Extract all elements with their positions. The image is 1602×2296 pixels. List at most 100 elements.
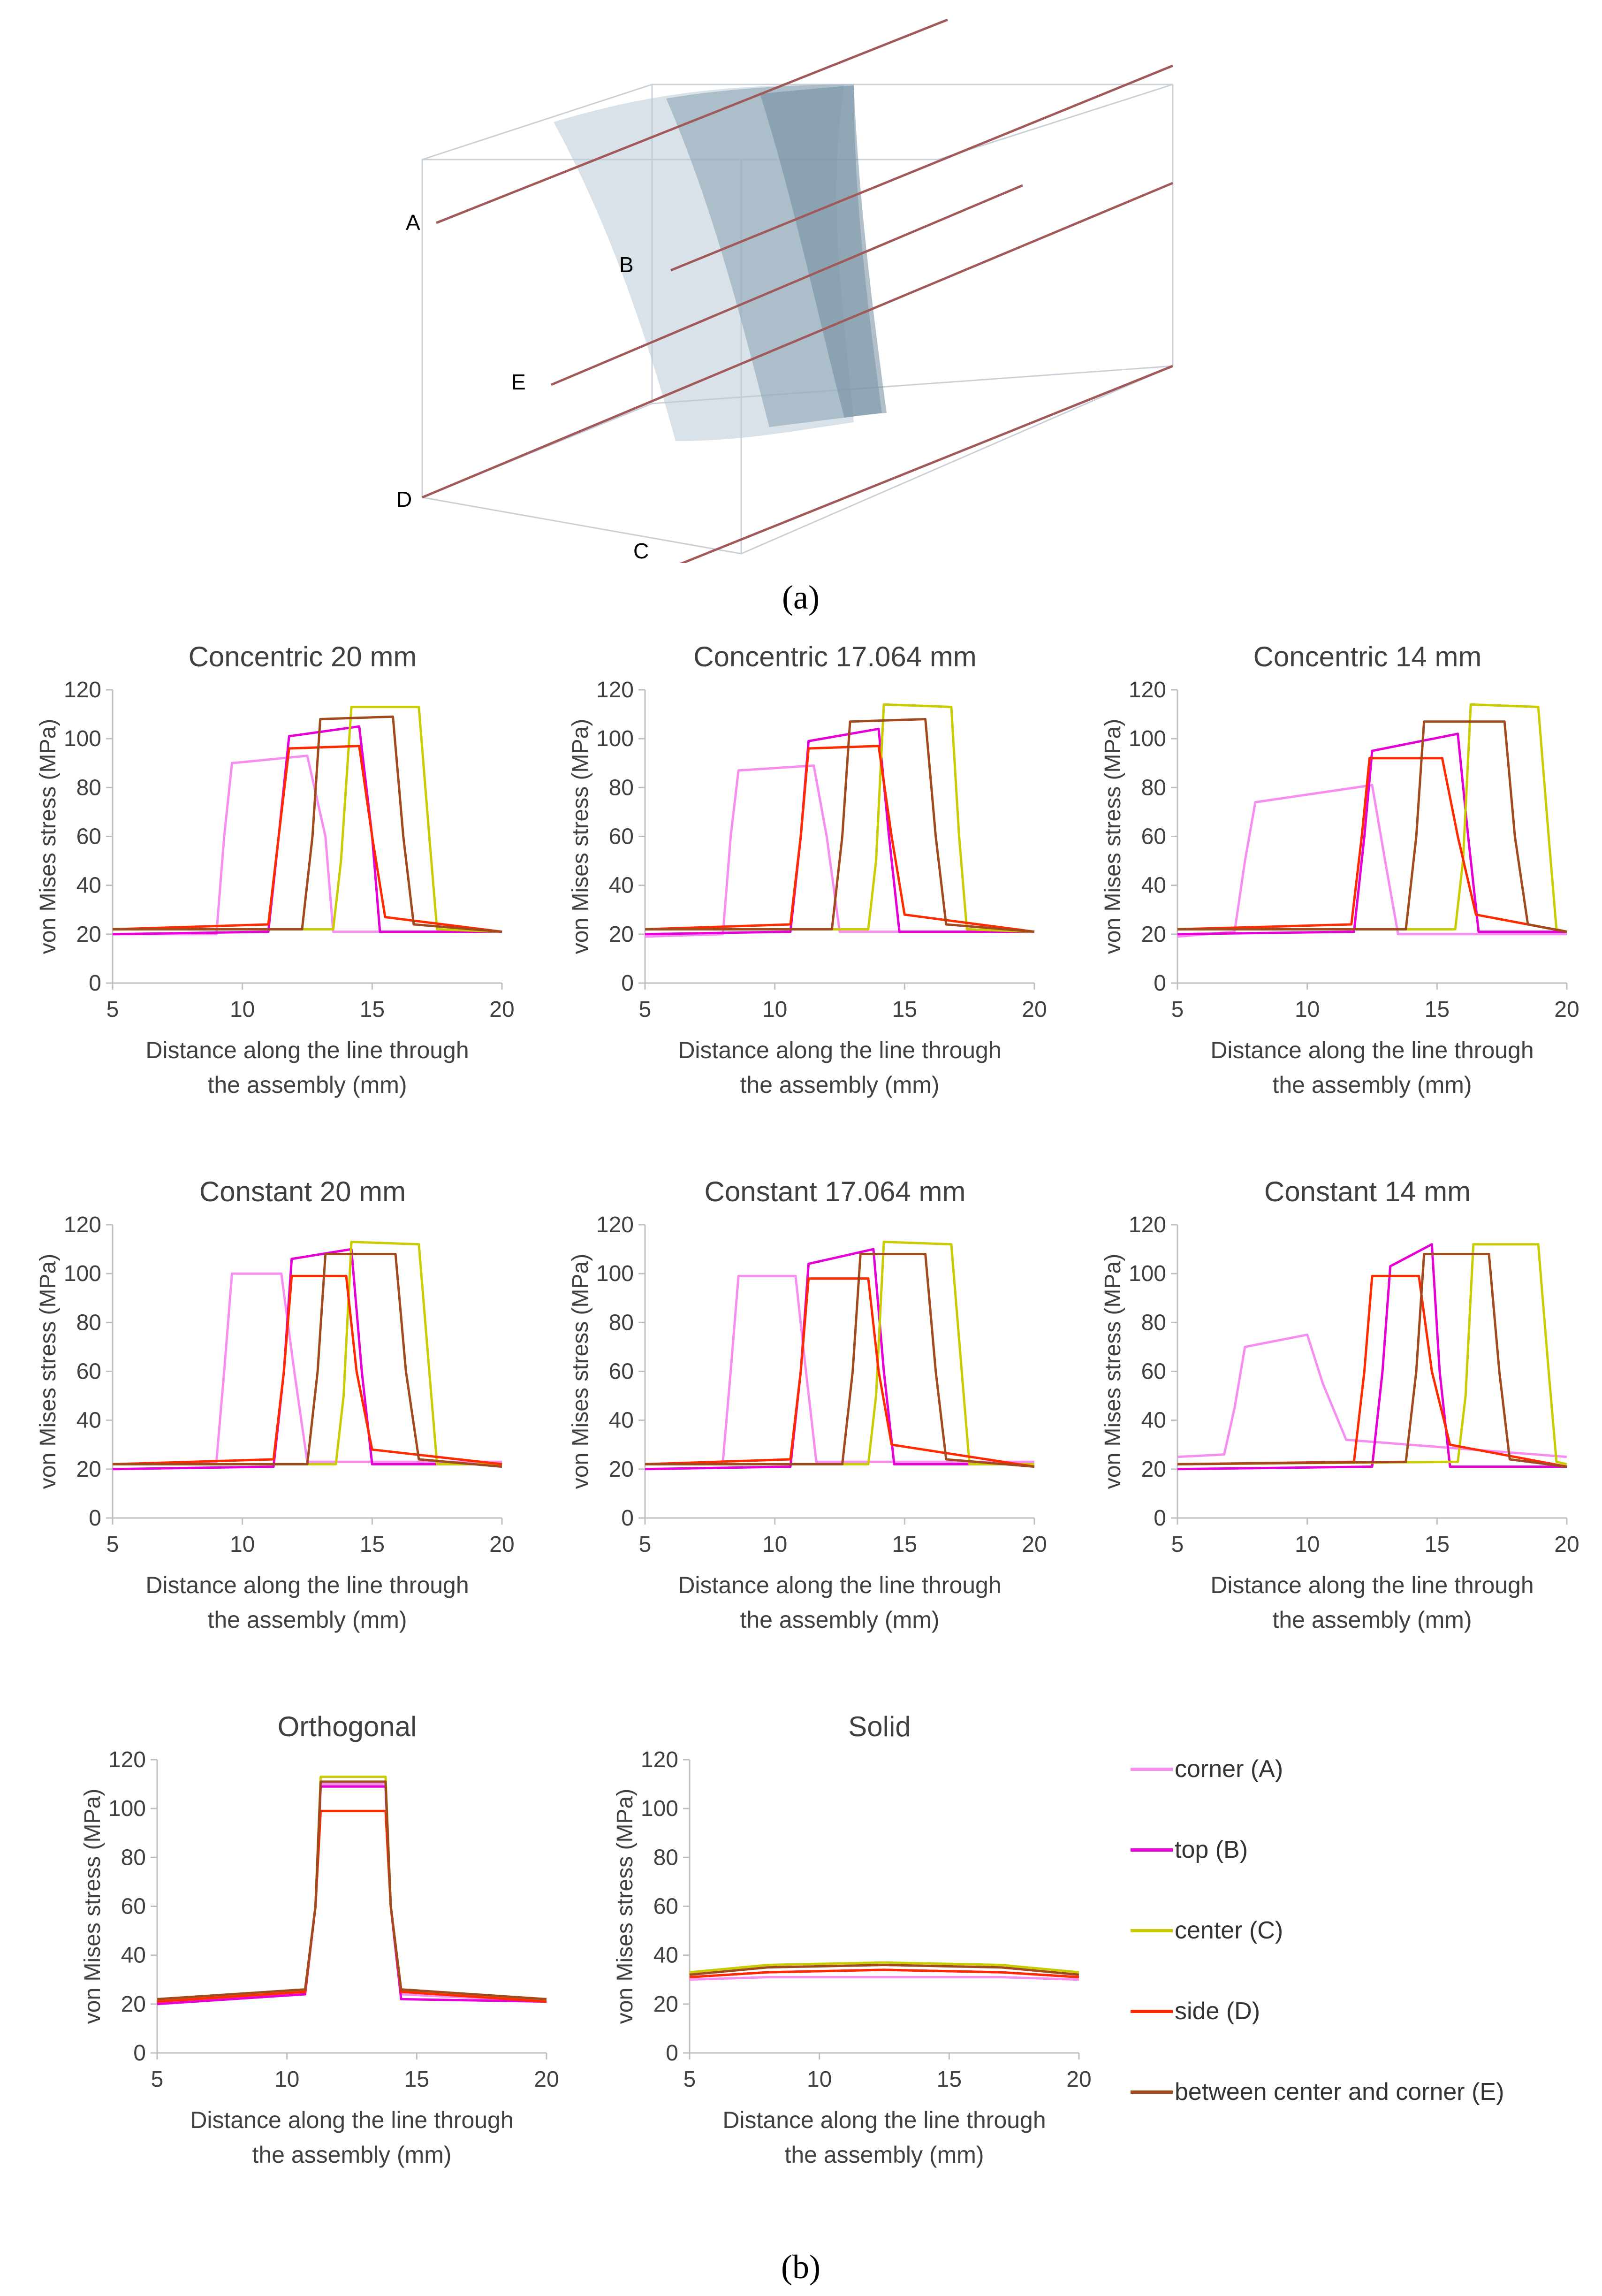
series-line-corner-a <box>1177 1333 1567 1458</box>
y-tick-label: 120 <box>641 1747 678 1772</box>
x-tick-label: 10 <box>1295 1532 1320 1557</box>
assembly-diagram: A B E D C <box>396 18 1174 563</box>
y-tick-label: 40 <box>609 1408 634 1433</box>
x-axis-label-line: Distance along the line through <box>678 1572 1001 1598</box>
chart-title-constant-17-064-mm: Constant 17.064 mm <box>705 1176 966 1207</box>
x-axis-label: Distance along the line through the assem… <box>190 2107 513 2168</box>
x-axis-label-line: Distance along the line through <box>1210 1037 1534 1063</box>
x-axis-label: Distance along the line through the assem… <box>1210 1572 1534 1633</box>
chart-concentric-14: Concentric 14 mm 0 20 40 60 80 100 120 5 10 15 20 Di… <box>1101 641 1579 1098</box>
chart-title-constant-14-mm: Constant 14 mm <box>1264 1176 1471 1207</box>
y-tick-label: 0 <box>666 2041 678 2066</box>
y-axis-label: von Mises stress (MPa) <box>568 719 593 954</box>
y-tick-label: 120 <box>596 1213 634 1237</box>
y-tick-label: 20 <box>653 1992 678 2017</box>
x-tick-label: 20 <box>489 1532 514 1557</box>
series-line-between-center-and-corner-e <box>113 1253 502 1468</box>
chart-constant-20: Constant 20 mm 0 20 40 60 80 100 120 5 10 15 20 Dist… <box>36 1176 515 1633</box>
x-tick-label: 15 <box>892 1532 917 1557</box>
series-line-between-center-and-corner-e <box>689 1964 1079 1976</box>
legend-swatch-top <box>1131 1848 1173 1852</box>
series-line-side-d <box>645 745 1035 933</box>
y-tick-label: 100 <box>1129 726 1166 751</box>
x-tick-label: 10 <box>1295 997 1320 1022</box>
point-label-b: B <box>619 252 634 277</box>
y-tick-label: 20 <box>76 922 101 947</box>
x-tick-label: 20 <box>1554 997 1579 1022</box>
y-tick-label: 0 <box>133 2041 146 2066</box>
legend-label-top: top (B) <box>1175 1836 1248 1863</box>
x-axis-label-line: the assembly (mm) <box>1272 1072 1472 1098</box>
series-line-corner-a <box>689 1976 1079 1981</box>
legend-item-between: between center and corner (E) <box>1131 2078 1504 2106</box>
y-tick-label: 120 <box>108 1747 146 1772</box>
legend-item-center: center (C) <box>1131 1916 1283 1945</box>
y-tick-label: 120 <box>1129 678 1166 702</box>
x-axis-label-line: the assembly (mm) <box>207 1072 407 1098</box>
x-tick-label: 20 <box>534 2067 559 2092</box>
series-line-side-d <box>645 1277 1035 1468</box>
x-axis-label: Distance along the line through the assem… <box>678 1037 1001 1098</box>
x-axis-label-line: the assembly (mm) <box>207 1607 407 1633</box>
panel-label-b: (b) <box>781 2248 820 2286</box>
point-label-a: A <box>406 210 420 235</box>
chart-title-concentric-20-mm: Concentric 20 mm <box>189 641 417 672</box>
x-tick-label: 20 <box>1022 1532 1047 1557</box>
chart-title-solid: Solid <box>848 1711 911 1742</box>
x-tick-label: 10 <box>762 997 787 1022</box>
y-tick-label: 60 <box>1141 1359 1166 1384</box>
series-line-corner-a <box>645 764 1034 938</box>
y-tick-label: 40 <box>76 1408 101 1433</box>
series-line-top-b <box>645 1248 1034 1471</box>
legend-label-side: side (D) <box>1175 1998 1260 2025</box>
chart-title-orthogonal: Orthogonal <box>278 1711 417 1742</box>
y-tick-label: 0 <box>89 971 101 996</box>
x-axis-label-line: Distance along the line through <box>145 1037 469 1063</box>
legend-swatch-center <box>1131 1929 1173 1932</box>
x-tick-label: 20 <box>1554 1532 1579 1557</box>
series-line-corner-a <box>157 1783 547 2003</box>
series-line-side-d <box>689 1968 1079 1978</box>
x-tick-label: 10 <box>807 2067 832 2092</box>
y-tick-label: 100 <box>108 1796 146 1821</box>
x-axis-label-line: Distance along the line through <box>190 2107 513 2133</box>
panel-label-a: (a) <box>782 579 820 616</box>
x-tick-label: 15 <box>360 997 385 1022</box>
series-line-corner-a <box>112 1272 502 1465</box>
y-tick-label: 120 <box>1129 1213 1166 1237</box>
x-axis-label-line: the assembly (mm) <box>1272 1607 1472 1633</box>
y-tick-label: 40 <box>609 873 634 898</box>
lattice-structure <box>554 84 887 441</box>
x-tick-label: 20 <box>489 997 514 1022</box>
series-line-between-center-and-corner-e <box>645 1253 1035 1468</box>
x-tick-label: 5 <box>1171 1532 1184 1557</box>
x-axis-label-line: Distance along the line through <box>1210 1572 1534 1598</box>
y-tick-label: 0 <box>621 1506 634 1531</box>
y-tick-label: 120 <box>596 678 634 702</box>
y-tick-label: 60 <box>609 1359 634 1384</box>
x-tick-label: 5 <box>1171 997 1184 1022</box>
series-line-between-center-and-corner-e <box>1177 1253 1567 1468</box>
y-tick-label: 80 <box>76 775 101 800</box>
chart-solid: Solid 0 20 40 60 80 100 120 5 10 15 20 Distance alon… <box>613 1711 1092 2168</box>
series-line-center-c <box>645 1241 1034 1465</box>
x-axis-label-line: the assembly (mm) <box>740 1072 939 1098</box>
series-line-side-d <box>112 1274 502 1465</box>
x-axis-label: Distance along the line through the assem… <box>1210 1037 1534 1098</box>
chart-title-constant-20-mm: Constant 20 mm <box>199 1176 406 1207</box>
y-tick-label: 80 <box>653 1845 678 1870</box>
chart-orthogonal: Orthogonal 0 20 40 60 80 100 120 5 10 15 20 Distance… <box>80 1711 559 2168</box>
y-tick-label: 100 <box>64 1261 101 1286</box>
x-tick-label: 10 <box>274 2067 299 2092</box>
y-tick-label: 40 <box>653 1943 678 1968</box>
y-axis-label: von Mises stress (MPa) <box>568 1254 593 1489</box>
x-tick-label: 15 <box>892 997 917 1022</box>
legend-swatch-between <box>1131 2090 1173 2094</box>
y-axis-label: von Mises stress (MPa) <box>1101 1254 1125 1489</box>
x-tick-label: 5 <box>106 1532 119 1557</box>
chart-constant-17064: Constant 17.064 mm 0 20 40 60 80 100 120 5 10 15 20… <box>568 1176 1047 1633</box>
x-tick-label: 5 <box>106 997 119 1022</box>
x-tick-label: 5 <box>639 1532 652 1557</box>
y-tick-label: 20 <box>609 1457 634 1482</box>
series-line-between-center-and-corner-e <box>645 718 1035 933</box>
